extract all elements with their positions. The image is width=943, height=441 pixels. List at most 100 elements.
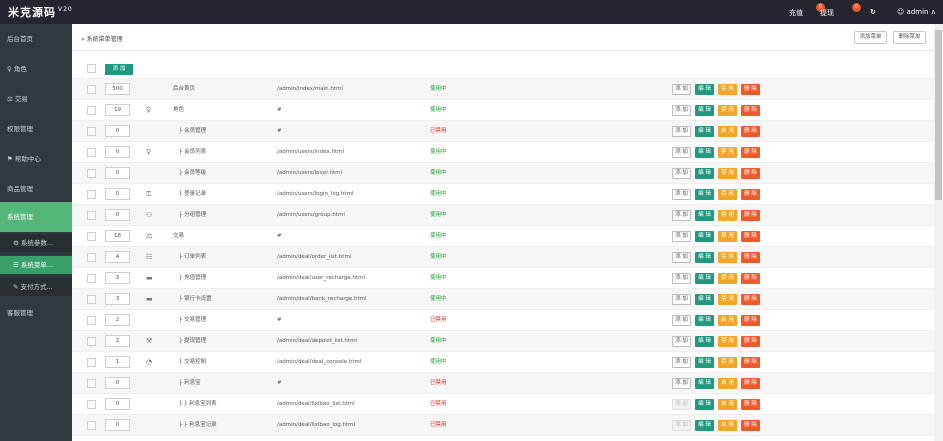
sidebar-item-help[interactable]: ⚑ 帮助中心: [0, 144, 72, 174]
row-delete-button[interactable]: 删 除: [741, 189, 760, 200]
add-row-button[interactable]: 添 加: [105, 64, 133, 75]
row-delete-button[interactable]: 删 除: [741, 105, 760, 116]
sort-input[interactable]: 0: [105, 398, 130, 410]
delete-menu-button[interactable]: 删除菜单: [893, 31, 926, 44]
row-add-button[interactable]: 添 加: [672, 231, 691, 242]
row-toggle-button[interactable]: 启 用: [718, 126, 737, 137]
row-checkbox[interactable]: [87, 148, 96, 157]
row-delete-button[interactable]: 删 除: [741, 399, 760, 410]
row-add-button[interactable]: 添 加: [672, 147, 691, 158]
row-add-button[interactable]: 添 加: [672, 252, 691, 263]
sort-input[interactable]: 0: [105, 209, 130, 221]
refresh-icon[interactable]: ↻: [870, 8, 876, 16]
row-checkbox[interactable]: [87, 337, 96, 346]
row-delete-button[interactable]: 删 除: [741, 273, 760, 284]
sort-input[interactable]: 19: [105, 104, 130, 116]
row-toggle-button[interactable]: 启 用: [718, 315, 737, 326]
row-delete-button[interactable]: 删 除: [741, 378, 760, 389]
row-delete-button[interactable]: 删 除: [741, 252, 760, 263]
row-edit-button[interactable]: 编 辑: [695, 315, 714, 326]
select-all-checkbox[interactable]: [87, 64, 96, 73]
sort-input[interactable]: 0: [105, 419, 130, 431]
row-edit-button[interactable]: 编 辑: [695, 336, 714, 347]
row-toggle-button[interactable]: 禁 用: [718, 252, 737, 263]
row-add-button[interactable]: 添 加: [672, 420, 691, 431]
row-add-button[interactable]: 添 加: [672, 399, 691, 410]
sort-input[interactable]: 18: [105, 230, 130, 242]
row-checkbox[interactable]: [87, 379, 96, 388]
row-edit-button[interactable]: 编 辑: [695, 357, 714, 368]
row-add-button[interactable]: 添 加: [672, 315, 691, 326]
row-checkbox[interactable]: [87, 232, 96, 241]
row-checkbox[interactable]: [87, 190, 96, 199]
row-toggle-button[interactable]: 禁 用: [718, 336, 737, 347]
row-delete-button[interactable]: 删 除: [741, 294, 760, 305]
row-checkbox[interactable]: [87, 169, 96, 178]
row-edit-button[interactable]: 编 辑: [695, 273, 714, 284]
sidebar-sub-payment[interactable]: ✎ 支付方式...: [0, 278, 72, 296]
row-add-button[interactable]: 添 加: [672, 126, 691, 137]
row-add-button[interactable]: 添 加: [672, 336, 691, 347]
row-toggle-button[interactable]: 禁 用: [718, 357, 737, 368]
row-delete-button[interactable]: 删 除: [741, 126, 760, 137]
sort-input[interactable]: 0: [105, 377, 130, 389]
row-edit-button[interactable]: 编 辑: [695, 126, 714, 137]
sort-input[interactable]: 2: [105, 335, 130, 347]
row-checkbox[interactable]: [87, 421, 96, 430]
row-add-button[interactable]: 添 加: [672, 84, 691, 95]
row-checkbox[interactable]: [87, 358, 96, 367]
row-checkbox[interactable]: [87, 400, 96, 409]
row-toggle-button[interactable]: 禁 用: [718, 210, 737, 221]
sort-input[interactable]: 0: [105, 146, 130, 158]
scrollbar-thumb[interactable]: [935, 30, 942, 200]
row-delete-button[interactable]: 删 除: [741, 147, 760, 158]
user-menu[interactable]: ☺ admin ∧: [897, 8, 936, 16]
sort-input[interactable]: 2: [105, 314, 130, 326]
row-toggle-button[interactable]: 禁 用: [718, 105, 737, 116]
row-toggle-button[interactable]: 禁 用: [718, 231, 737, 242]
row-delete-button[interactable]: 删 除: [741, 315, 760, 326]
row-add-button[interactable]: 添 加: [672, 378, 691, 389]
sort-input[interactable]: 3: [105, 272, 130, 284]
row-checkbox[interactable]: [87, 211, 96, 220]
row-checkbox[interactable]: [87, 274, 96, 283]
row-edit-button[interactable]: 编 辑: [695, 252, 714, 263]
row-edit-button[interactable]: 编 辑: [695, 378, 714, 389]
row-toggle-button[interactable]: 启 用: [718, 399, 737, 410]
add-menu-button[interactable]: 添加菜单: [854, 31, 887, 44]
sort-input[interactable]: 3: [105, 293, 130, 305]
row-edit-button[interactable]: 编 辑: [695, 147, 714, 158]
sidebar-item-trade[interactable]: ⚖ 交易: [0, 84, 72, 114]
sidebar-item-goods[interactable]: 商品管理: [7, 185, 33, 193]
row-delete-button[interactable]: 删 除: [741, 357, 760, 368]
row-edit-button[interactable]: 编 辑: [695, 84, 714, 95]
sort-input[interactable]: 0: [105, 188, 130, 200]
withdraw-link[interactable]: 提现: [820, 9, 834, 17]
row-toggle-button[interactable]: 启 用: [718, 420, 737, 431]
row-toggle-button[interactable]: 禁 用: [718, 168, 737, 179]
row-add-button[interactable]: 添 加: [672, 294, 691, 305]
sort-input[interactable]: 1: [105, 356, 130, 368]
sort-input[interactable]: 500: [105, 83, 130, 95]
row-checkbox[interactable]: [87, 253, 96, 262]
row-delete-button[interactable]: 删 除: [741, 210, 760, 221]
row-toggle-button[interactable]: 禁 用: [718, 84, 737, 95]
row-checkbox[interactable]: [87, 106, 96, 115]
row-edit-button[interactable]: 编 辑: [695, 294, 714, 305]
row-toggle-button[interactable]: 禁 用: [718, 189, 737, 200]
row-delete-button[interactable]: 删 除: [741, 420, 760, 431]
sidebar-item-service[interactable]: 客服管理: [7, 309, 33, 317]
row-toggle-button[interactable]: 启 用: [718, 378, 737, 389]
row-delete-button[interactable]: 删 除: [741, 168, 760, 179]
sort-input[interactable]: 4: [105, 251, 130, 263]
row-add-button[interactable]: 添 加: [672, 168, 691, 179]
row-edit-button[interactable]: 编 辑: [695, 210, 714, 221]
row-toggle-button[interactable]: 禁 用: [718, 273, 737, 284]
sidebar-item-permission[interactable]: 权限管理: [7, 125, 33, 133]
sidebar-item-system[interactable]: 系统管理: [0, 202, 72, 232]
row-add-button[interactable]: 添 加: [672, 105, 691, 116]
row-delete-button[interactable]: 删 除: [741, 336, 760, 347]
row-checkbox[interactable]: [87, 85, 96, 94]
row-edit-button[interactable]: 编 辑: [695, 231, 714, 242]
row-add-button[interactable]: 添 加: [672, 189, 691, 200]
